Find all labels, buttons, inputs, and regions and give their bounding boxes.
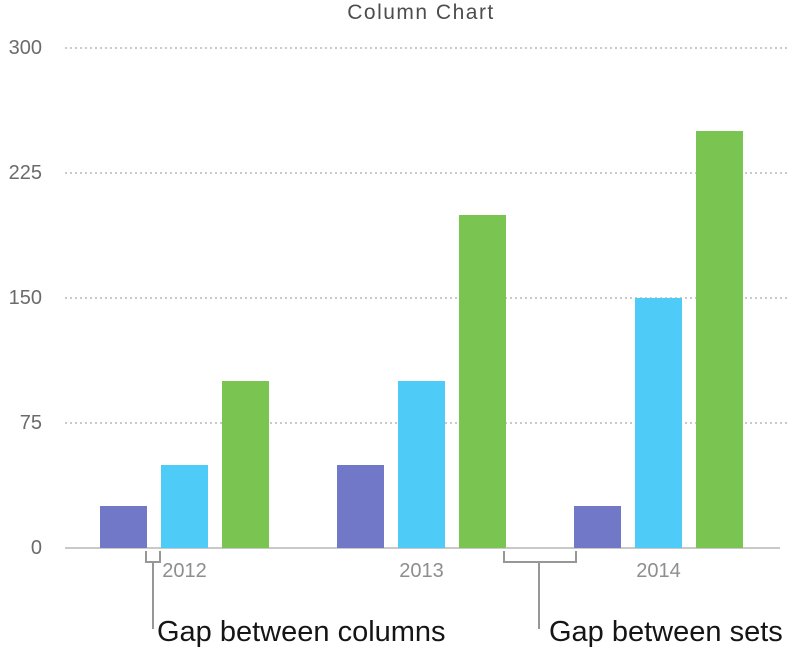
x-axis-line [65,547,780,549]
bar-2013-purple-series [337,464,384,548]
gap-between-columns-callout-line [152,562,154,629]
gap-between-sets-bracket [503,551,577,563]
y-axis-tick-75: 75 [19,412,42,434]
x-axis-label-2013: 2013 [399,560,444,582]
y-axis-tick-225: 225 [8,162,42,184]
gridline-300 [65,47,790,49]
y-axis-tick-0: 0 [30,537,42,559]
bar-2013-blue-series [398,381,445,548]
bar-2014-purple-series [574,506,621,548]
gridline-150 [65,297,790,299]
gridline-225 [65,172,790,174]
gap-between-columns-label: Gap between columns [157,616,446,648]
bar-2012-purple-series [100,506,147,548]
bar-2012-green-series [222,381,269,548]
gap-between-sets-label: Gap between sets [549,616,783,648]
chart-title: Column Chart [347,1,495,24]
x-axis-label-2014: 2014 [636,560,681,582]
x-axis-label-2012: 2012 [162,560,207,582]
y-axis-tick-300: 300 [8,37,42,59]
bar-2012-blue-series [161,464,208,548]
gap-between-sets-callout-line [538,562,540,629]
bar-2014-green-series [696,131,743,548]
bar-2013-green-series [459,214,506,548]
bar-2014-blue-series [635,298,682,548]
y-axis-tick-150: 150 [8,287,42,309]
